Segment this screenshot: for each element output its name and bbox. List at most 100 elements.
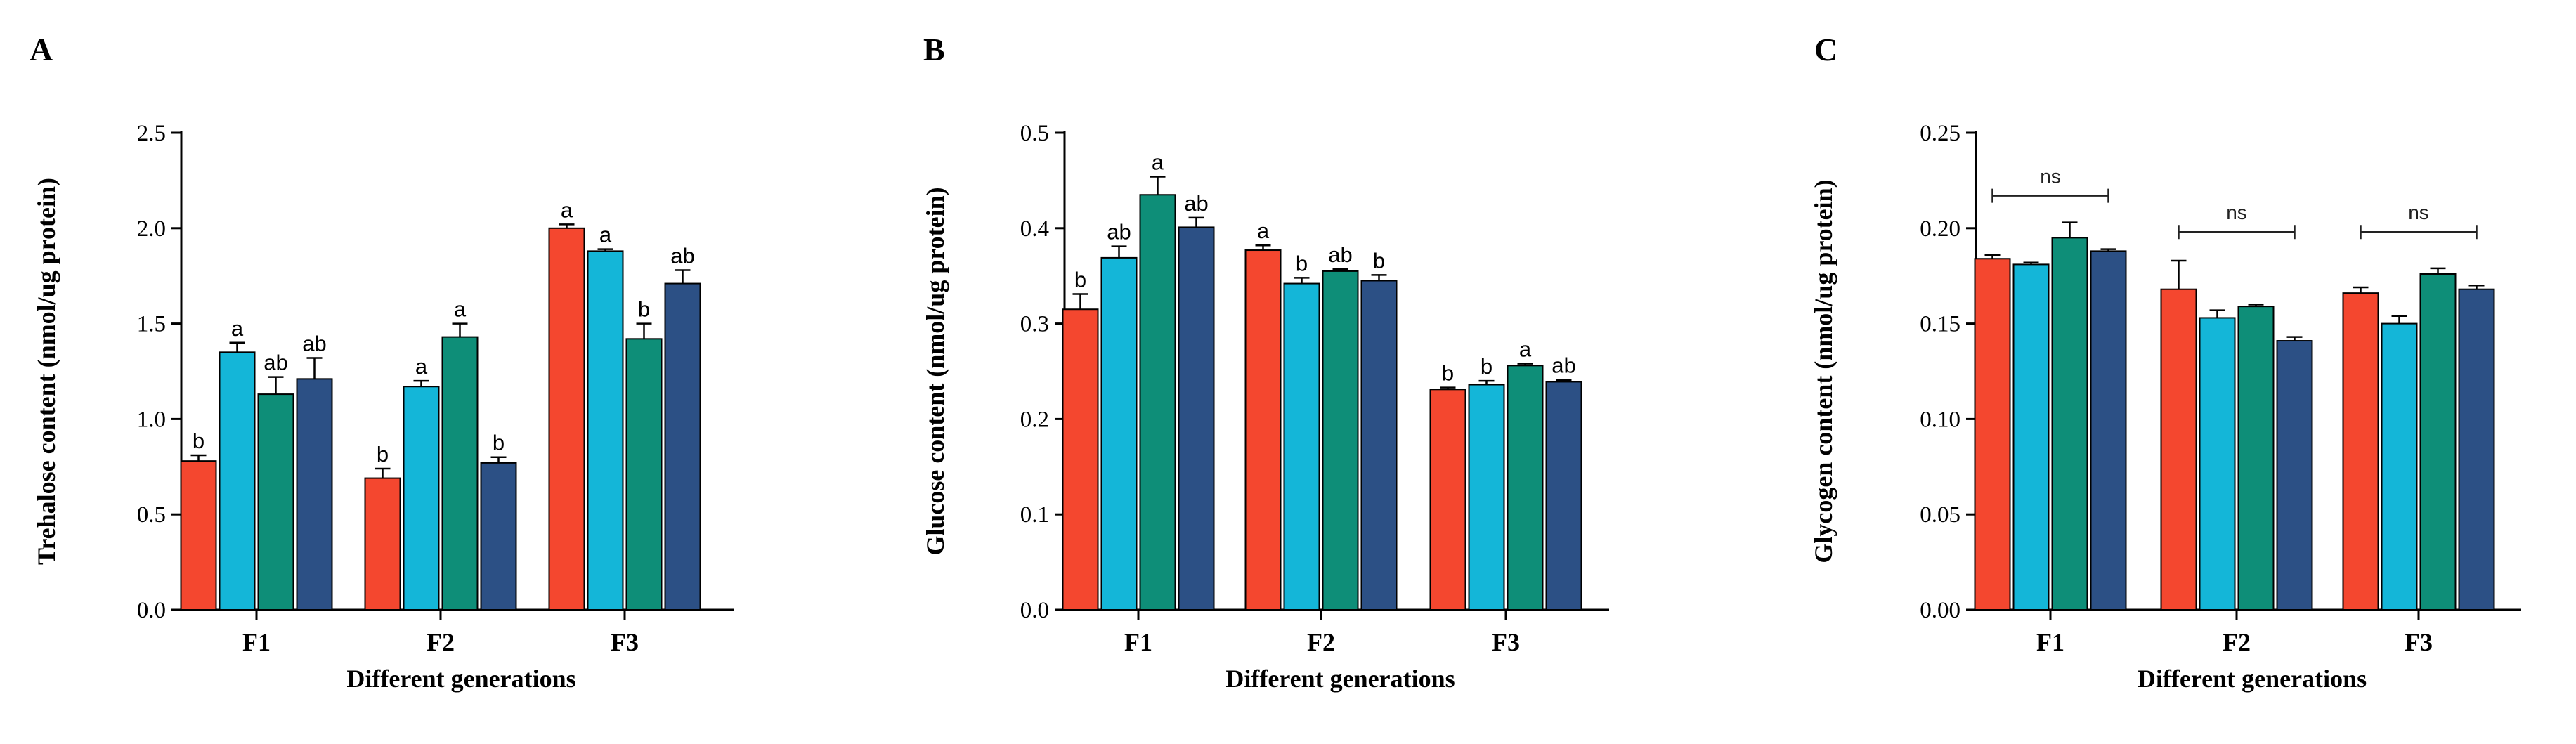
y-tick-label: 0.4: [1020, 216, 1049, 242]
significance-letter: b: [1481, 354, 1492, 379]
significance-letter: b: [1442, 361, 1454, 386]
bar-f2-group3: [1322, 270, 1359, 611]
bar-f1-group4: [296, 378, 333, 611]
significance-letter: a: [415, 354, 428, 379]
x-axis-title: Different generations: [346, 665, 575, 693]
x-axis-title: Different generations: [1225, 665, 1455, 693]
bar-f2-group4: [480, 462, 517, 611]
bar-f2-group2: [1283, 282, 1320, 611]
x-category-label: F2: [2223, 628, 2251, 656]
x-category-label: F1: [242, 628, 271, 656]
bar-f3-group1: [2342, 292, 2379, 611]
y-tick-label: 0.05: [1920, 502, 1960, 528]
y-tick-label: 0.15: [1920, 312, 1960, 337]
bar-f2-group3: [2237, 306, 2275, 611]
y-axis-title: Glucose content (nmol/ug protein): [921, 187, 949, 555]
significance-letter: ab: [1107, 220, 1131, 244]
bar-f1-group2: [2012, 263, 2050, 611]
bar-f2-group2: [2199, 317, 2236, 611]
y-tick-label: 0.2: [1020, 407, 1049, 432]
x-category-label: F2: [1307, 628, 1335, 656]
ns-label: ns: [2408, 202, 2429, 223]
y-tick-label: 0.0: [137, 598, 166, 623]
bar-f3-group2: [587, 250, 624, 611]
panel-c: C 0.00 0.05 0.10 0.15 0.20 0.25 Glycogen conten…: [1809, 32, 2521, 693]
significance-letter: b: [1373, 248, 1385, 273]
bar-f1-group4: [1178, 226, 1215, 611]
bar-f2-group2: [403, 386, 440, 611]
ns-label: ns: [2040, 166, 2061, 188]
y-tick-label: 0.20: [1920, 216, 1960, 242]
x-category-label: F1: [2036, 628, 2064, 656]
significance-letter: a: [231, 316, 244, 341]
y-tick-label: 0.10: [1920, 407, 1960, 432]
bar-f3-group1: [1429, 389, 1466, 611]
significance-letter: b: [1074, 268, 1086, 292]
y-axis-title: Trehalose content (nmol/ug protein): [32, 178, 60, 565]
bar-f1-group3: [1139, 194, 1176, 611]
significance-letter: a: [1152, 150, 1164, 174]
bar-f1-group3: [257, 393, 294, 611]
bar-f1-group2: [1100, 256, 1138, 611]
bar-f2-group1: [1244, 249, 1282, 611]
bar-f1-group1: [1062, 308, 1099, 611]
significance-letter: a: [1257, 218, 1270, 243]
bar-f2-group4: [1360, 280, 1398, 611]
bar-f3-group4: [664, 282, 701, 611]
bar-f1-group4: [2090, 250, 2127, 611]
y-tick-label: 0.0: [1020, 598, 1049, 623]
significance-letter: a: [454, 297, 467, 322]
panel-letter: B: [923, 32, 945, 67]
x-category-label: F2: [427, 628, 455, 656]
bar-f3-group3: [1507, 365, 1544, 611]
significance-letter: a: [1519, 337, 1532, 362]
bar-f2-group1: [364, 477, 401, 611]
x-category-label: F3: [1492, 628, 1520, 656]
significance-letter: ab: [264, 351, 287, 375]
significance-letter: ab: [1328, 242, 1352, 267]
y-tick-label: 0.25: [1920, 121, 1960, 146]
significance-letter: ab: [1184, 191, 1208, 216]
x-category-label: F3: [611, 628, 639, 656]
bar-f1-group1: [1974, 258, 2011, 611]
bar-f1-group3: [2051, 237, 2088, 611]
y-tick-label: 2.5: [137, 121, 166, 146]
significance-letter: ab: [1552, 353, 1575, 378]
bar-f2-group1: [2160, 288, 2197, 611]
significance-letter: b: [638, 297, 650, 322]
y-tick-label: 0.5: [1020, 121, 1049, 146]
y-axis-title: Glycogen content (nmol/ug protein): [1809, 179, 1837, 563]
bar-f3-group1: [548, 227, 585, 611]
significance-letter: ab: [302, 331, 326, 355]
bar-f2-group4: [2276, 340, 2313, 611]
y-tick-label: 0.5: [137, 502, 166, 528]
significance-letter: b: [377, 442, 389, 466]
bar-f2-group3: [441, 336, 479, 611]
panel-b: B 0.0 0.1 0.2 0.3 0.4 0.5 Glucose content (nmol…: [921, 32, 1609, 693]
significance-letter: b: [1296, 251, 1308, 275]
bar-f3-group3: [2419, 273, 2457, 611]
y-tick-label: 1.0: [137, 407, 166, 432]
x-category-label: F3: [2405, 628, 2433, 656]
y-tick-label: 2.0: [137, 216, 166, 242]
bar-f1-group2: [219, 351, 256, 611]
significance-letter: b: [493, 431, 505, 455]
bar-f3-group2: [1468, 384, 1505, 611]
x-category-label: F1: [1124, 628, 1152, 656]
panel-letter: A: [30, 32, 53, 67]
ns-label: ns: [2226, 202, 2247, 223]
y-tick-label: 0.1: [1020, 502, 1049, 528]
panel-a: A 0.0 0.5 1.0 1.5 2.0 2.5 Trehalose content (nm…: [30, 32, 734, 693]
bar-f3-group4: [2458, 288, 2495, 611]
y-tick-label: 0.00: [1920, 598, 1960, 623]
significance-letter: b: [193, 429, 204, 453]
bar-f1-group1: [180, 460, 217, 611]
significance-letter: a: [599, 223, 612, 247]
bar-f3-group4: [1545, 381, 1582, 611]
significance-letter: ab: [670, 244, 694, 268]
x-axis-title: Different generations: [2138, 665, 2367, 693]
y-tick-label: 0.3: [1020, 312, 1049, 337]
panel-letter: C: [1814, 32, 1837, 67]
bar-f3-group2: [2381, 322, 2418, 611]
